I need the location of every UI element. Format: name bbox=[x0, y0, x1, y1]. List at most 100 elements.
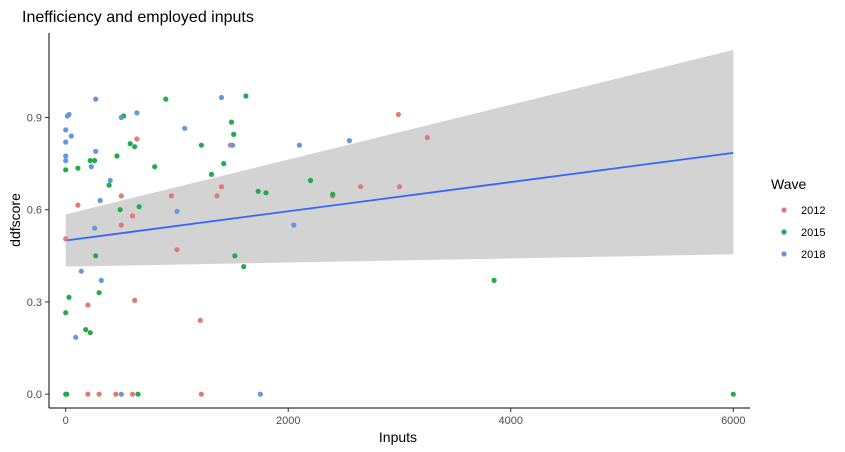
y-ticks: 0.0 0.3 0.6 0.9 bbox=[27, 113, 49, 401]
point-2015-34 bbox=[330, 191, 336, 197]
point-2018-26 bbox=[346, 138, 352, 144]
confidence-band bbox=[65, 49, 734, 267]
point-2015-30 bbox=[243, 93, 249, 99]
point-2015-33 bbox=[307, 177, 314, 184]
point-2018-25 bbox=[296, 142, 302, 148]
point-2018-22 bbox=[218, 94, 225, 101]
legend-key-2015 bbox=[781, 229, 787, 235]
point-2018-4 bbox=[63, 139, 69, 145]
point-2018-24 bbox=[291, 222, 297, 228]
point-2015-18 bbox=[127, 141, 133, 147]
point-2015-19 bbox=[132, 144, 138, 150]
point-2012-5 bbox=[63, 236, 69, 242]
point-2015-3 bbox=[730, 391, 736, 397]
point-2018-23 bbox=[230, 142, 236, 148]
point-2015-10 bbox=[63, 167, 69, 173]
point-2012-3 bbox=[129, 391, 136, 397]
point-2015-28 bbox=[232, 253, 238, 259]
point-2018-5 bbox=[63, 127, 69, 133]
point-2012-10 bbox=[129, 213, 136, 219]
point-2015-4 bbox=[63, 310, 69, 316]
point-2018-21 bbox=[182, 125, 188, 131]
x-axis-title: Inputs bbox=[379, 429, 417, 445]
legend-label-2018: 2018 bbox=[801, 249, 825, 261]
point-2012-20 bbox=[358, 184, 364, 190]
point-2015-35 bbox=[491, 277, 497, 283]
point-2015-31 bbox=[255, 188, 261, 194]
point-2012-2 bbox=[113, 391, 119, 397]
point-2018-8 bbox=[68, 133, 74, 139]
point-2018-15 bbox=[97, 197, 103, 204]
points-layer bbox=[63, 93, 736, 397]
point-2012-14 bbox=[174, 247, 180, 253]
point-2018-2 bbox=[63, 158, 69, 164]
point-2012-13 bbox=[168, 193, 174, 199]
point-2012-4 bbox=[198, 391, 204, 397]
chart-title: Inefficiency and employed inputs bbox=[22, 9, 254, 26]
point-2015-27 bbox=[231, 131, 237, 137]
point-2012-22 bbox=[395, 111, 401, 118]
point-2015-9 bbox=[96, 290, 102, 296]
point-2018-14 bbox=[93, 96, 99, 102]
y-tick-label-2: 0.6 bbox=[27, 205, 42, 217]
point-2015-29 bbox=[241, 264, 247, 270]
point-2018-16 bbox=[98, 277, 104, 283]
x-tick-label-2: 4000 bbox=[499, 415, 523, 427]
point-2015-11 bbox=[75, 165, 81, 171]
point-2012-23 bbox=[424, 134, 430, 141]
legend-key-2018 bbox=[781, 251, 787, 257]
point-2015-20 bbox=[136, 204, 142, 210]
trend-line-layer bbox=[65, 151, 734, 242]
point-2018-17 bbox=[107, 177, 113, 184]
x-tick-label-0: 0 bbox=[63, 415, 69, 427]
point-2015-16 bbox=[117, 207, 123, 213]
point-2015-22 bbox=[163, 96, 169, 102]
x-ticks: 0 2000 4000 6000 bbox=[63, 408, 746, 427]
point-2018-13 bbox=[93, 148, 99, 154]
point-2018-3 bbox=[63, 153, 69, 159]
point-2012-21 bbox=[396, 184, 403, 190]
point-2015-15 bbox=[114, 153, 120, 159]
point-2012-6 bbox=[75, 202, 81, 208]
point-2015-1 bbox=[64, 391, 70, 397]
point-2015-8 bbox=[93, 253, 99, 259]
point-2012-15 bbox=[197, 317, 203, 323]
trend-line bbox=[65, 151, 734, 242]
confidence-band-layer bbox=[65, 49, 734, 267]
y-tick-label-3: 0.9 bbox=[27, 113, 42, 125]
point-2018-1 bbox=[257, 391, 263, 397]
point-2015-14 bbox=[106, 182, 112, 188]
point-2015-5 bbox=[66, 294, 72, 300]
point-2015-23 bbox=[198, 142, 204, 148]
point-2018-18 bbox=[118, 114, 124, 121]
legend-key-2012 bbox=[781, 207, 787, 213]
legend-label-2012: 2012 bbox=[801, 205, 825, 217]
point-2012-7 bbox=[85, 302, 91, 308]
point-2018-12 bbox=[92, 225, 98, 231]
point-2012-8 bbox=[118, 193, 124, 199]
point-2015-26 bbox=[228, 119, 235, 125]
point-2015-6 bbox=[83, 327, 89, 333]
legend-label-2015: 2015 bbox=[801, 227, 825, 239]
x-tick-label-1: 2000 bbox=[276, 415, 300, 427]
legend-title: Wave bbox=[771, 176, 806, 192]
x-tick-label-3: 6000 bbox=[721, 415, 745, 427]
point-2012-12 bbox=[134, 136, 140, 142]
point-2015-25 bbox=[221, 161, 227, 167]
point-2012-0 bbox=[85, 391, 91, 397]
point-2015-2 bbox=[135, 391, 141, 397]
point-2018-7 bbox=[66, 111, 72, 118]
point-2018-11 bbox=[88, 164, 94, 170]
point-2012-11 bbox=[132, 297, 138, 303]
point-2015-12 bbox=[87, 158, 93, 164]
point-2015-7 bbox=[87, 330, 93, 336]
point-2018-19 bbox=[134, 110, 140, 116]
point-2015-13 bbox=[92, 158, 98, 164]
point-2012-9 bbox=[118, 222, 124, 228]
point-2012-17 bbox=[218, 184, 225, 190]
point-2018-0 bbox=[118, 391, 124, 397]
y-tick-label-0: 0.0 bbox=[27, 389, 42, 401]
point-2015-32 bbox=[263, 190, 269, 196]
point-2015-24 bbox=[208, 171, 215, 177]
